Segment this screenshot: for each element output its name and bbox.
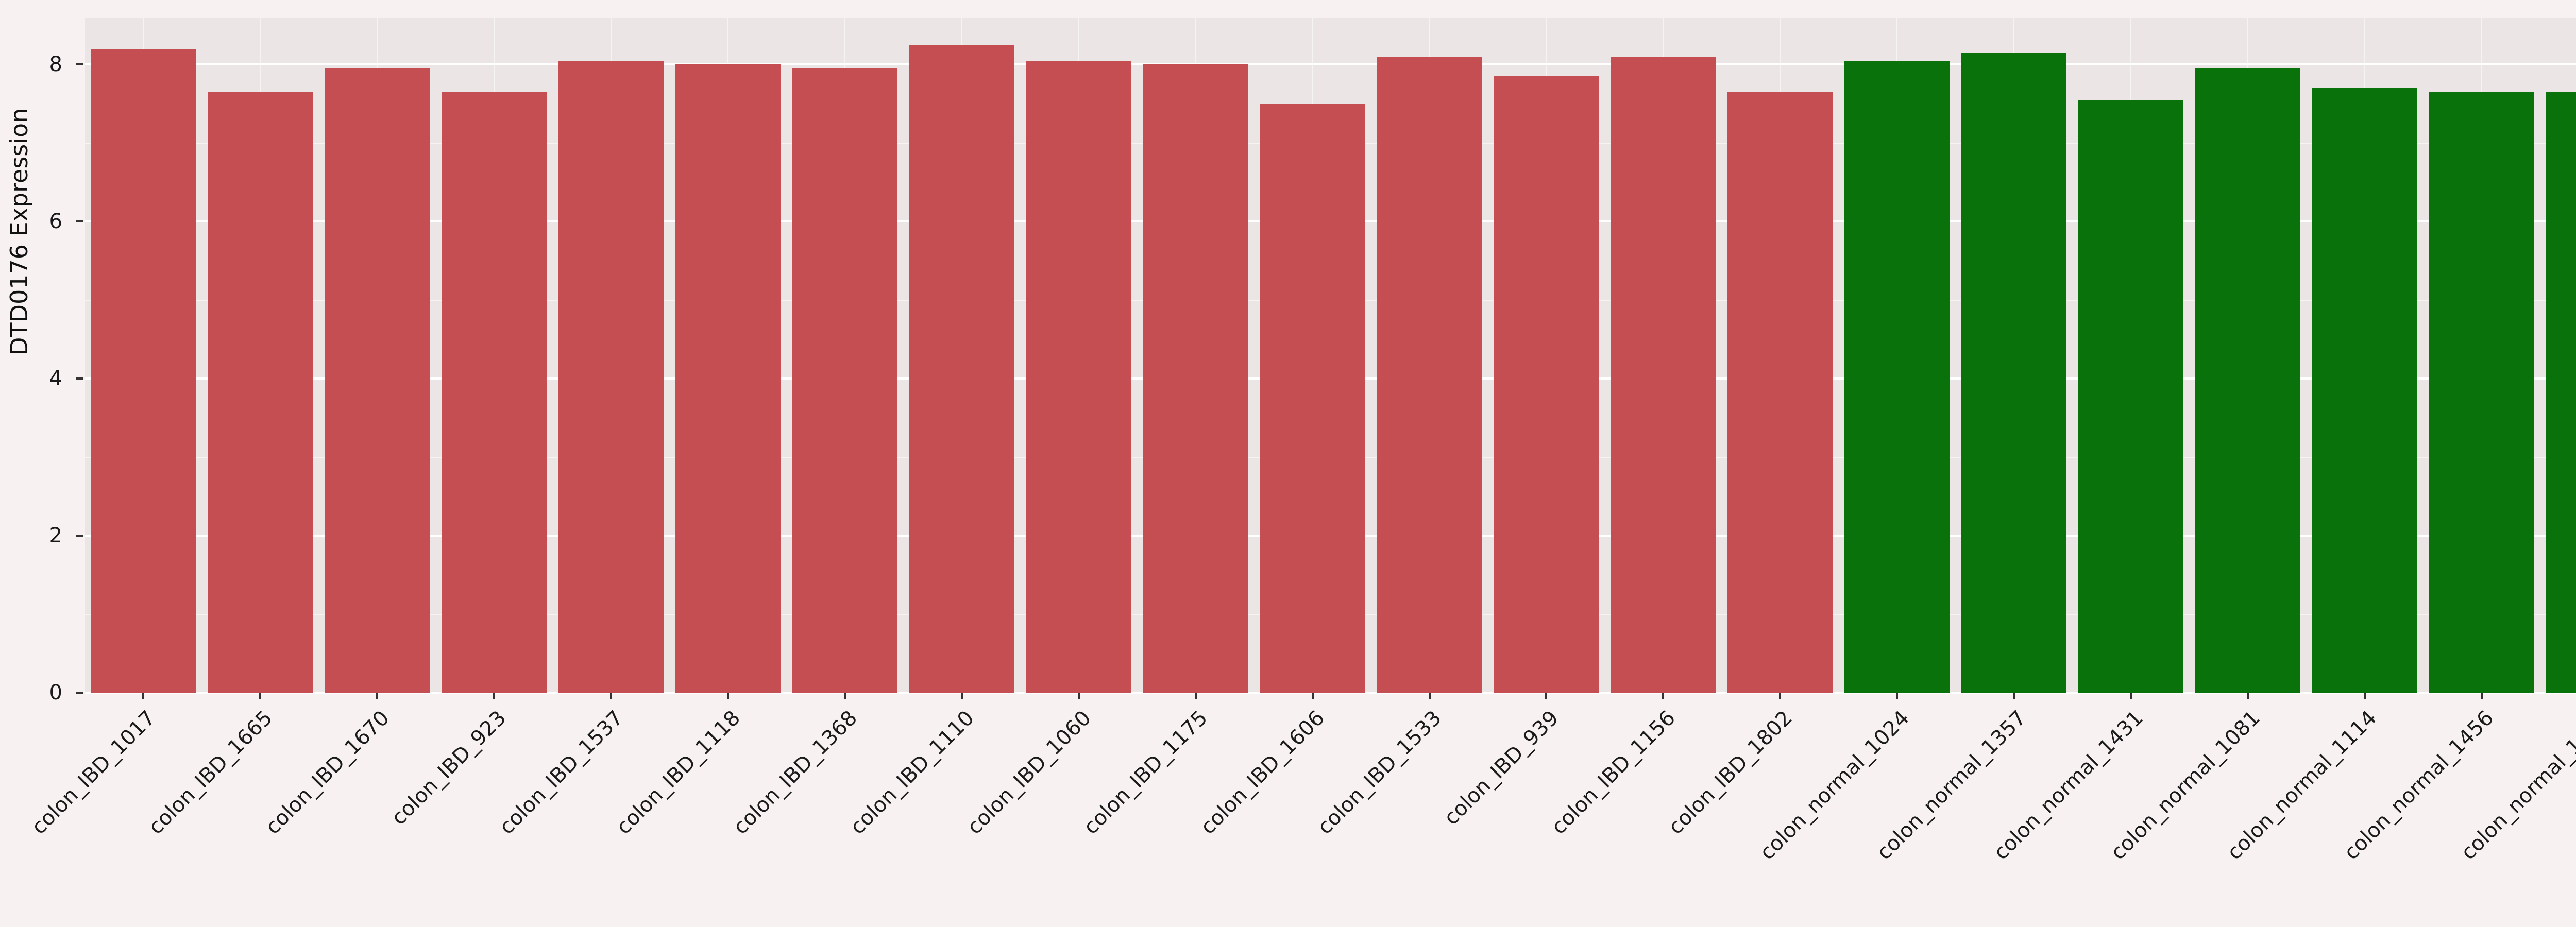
x-tick-label: colon_IBD_1175 bbox=[1079, 706, 1213, 839]
x-tick-mark bbox=[1896, 693, 1899, 699]
x-tick-mark bbox=[1311, 693, 1314, 699]
x-tick-mark bbox=[727, 693, 730, 699]
bar-colon_normal_1024 bbox=[1844, 60, 1950, 693]
x-tick-mark bbox=[2246, 693, 2249, 699]
bar-colon_IBD_1537 bbox=[558, 60, 664, 693]
x-tick-mark bbox=[2013, 693, 2015, 699]
bar-colon_normal_1431 bbox=[2078, 100, 2184, 693]
x-tick-mark bbox=[1077, 693, 1080, 699]
x-tick-mark bbox=[610, 693, 613, 699]
x-tick-mark bbox=[493, 693, 496, 699]
x-tick-mark bbox=[960, 693, 963, 699]
x-tick-label: colon_IBD_1017 bbox=[27, 706, 160, 839]
bar-colon_IBD_923 bbox=[442, 92, 547, 693]
y-tick-labels: 0 2 4 6 8 bbox=[0, 18, 85, 705]
x-tick-mark bbox=[2480, 693, 2483, 699]
bar-colon_IBD_1606 bbox=[1260, 104, 1365, 693]
x-tick-label: colon_IBD_1606 bbox=[1196, 706, 1330, 839]
bar-colon_normal_1440 bbox=[2546, 92, 2576, 693]
bar-colon_IBD_1670 bbox=[325, 68, 430, 693]
x-tick-mark bbox=[259, 693, 262, 699]
bar-colon_IBD_1802 bbox=[1727, 92, 1833, 693]
bar-colon_normal_1081 bbox=[2195, 68, 2300, 693]
x-tick-mark bbox=[142, 693, 145, 699]
gridline-major bbox=[85, 63, 2576, 66]
x-tick-label: colon_IBD_1368 bbox=[728, 706, 862, 839]
x-tick-label: colon_IBD_1533 bbox=[1313, 706, 1447, 839]
y-tick-mark bbox=[76, 535, 83, 537]
x-tick-mark bbox=[2129, 693, 2132, 699]
y-tick-mark bbox=[76, 692, 83, 694]
y-tick-label: 2 bbox=[49, 524, 62, 548]
x-tick-label: colon_IBD_1118 bbox=[612, 706, 745, 839]
y-tick-label: 6 bbox=[49, 210, 62, 234]
bar-colon_IBD_1533 bbox=[1377, 57, 1482, 693]
gridline-major bbox=[85, 692, 2576, 694]
bar-colon_normal_1114 bbox=[2312, 88, 2417, 693]
x-tick-mark bbox=[1545, 693, 1548, 699]
x-tick-label: colon_IBD_1665 bbox=[144, 706, 277, 839]
plot-panel bbox=[85, 18, 2576, 694]
x-tick-mark bbox=[1428, 693, 1431, 699]
x-tick-mark bbox=[843, 693, 846, 699]
x-tick-label: colon_IBD_1670 bbox=[261, 706, 394, 839]
bar-colon_IBD_939 bbox=[1494, 76, 1599, 693]
x-tick-label: colon_IBD_1060 bbox=[962, 706, 1096, 839]
bar-colon_IBD_1110 bbox=[909, 45, 1014, 693]
bar-colon_IBD_1175 bbox=[1143, 64, 1248, 693]
x-tick-labels: colon_IBD_1017 colon_IBD_1665 colon_IBD_16… bbox=[0, 700, 2576, 926]
x-tick-mark bbox=[376, 693, 379, 699]
bar-colon_IBD_1017 bbox=[91, 48, 196, 693]
bar-colon_normal_1456 bbox=[2429, 92, 2534, 693]
bar-colon_IBD_1060 bbox=[1026, 60, 1131, 693]
x-tick-label: colon_IBD_1110 bbox=[845, 706, 979, 839]
y-tick-label: 0 bbox=[49, 681, 62, 705]
bar-colon_IBD_1665 bbox=[208, 92, 313, 693]
bar-colon_normal_1357 bbox=[1961, 53, 2067, 693]
bar-colon_IBD_1118 bbox=[675, 64, 781, 693]
x-tick-label: colon_IBD_1537 bbox=[495, 706, 628, 839]
x-tick-mark bbox=[2363, 693, 2366, 699]
x-tick-mark bbox=[1194, 693, 1197, 699]
y-tick-mark bbox=[76, 377, 83, 380]
y-tick-label: 8 bbox=[49, 53, 62, 77]
x-tick-label: colon_IBD_923 bbox=[387, 706, 511, 830]
x-tick-mark bbox=[1779, 693, 1782, 699]
x-tick-label: colon_IBD_1156 bbox=[1547, 706, 1680, 839]
x-tick-label: colon_IBD_1802 bbox=[1664, 706, 1797, 839]
y-tick-mark bbox=[76, 63, 83, 66]
x-tick-mark bbox=[1662, 693, 1665, 699]
bar-colon_IBD_1156 bbox=[1611, 57, 1716, 693]
x-tick-label: colon_IBD_939 bbox=[1439, 706, 1563, 830]
y-tick-mark bbox=[76, 220, 83, 223]
y-tick-label: 4 bbox=[49, 367, 62, 391]
bar-colon_IBD_1368 bbox=[792, 68, 898, 693]
